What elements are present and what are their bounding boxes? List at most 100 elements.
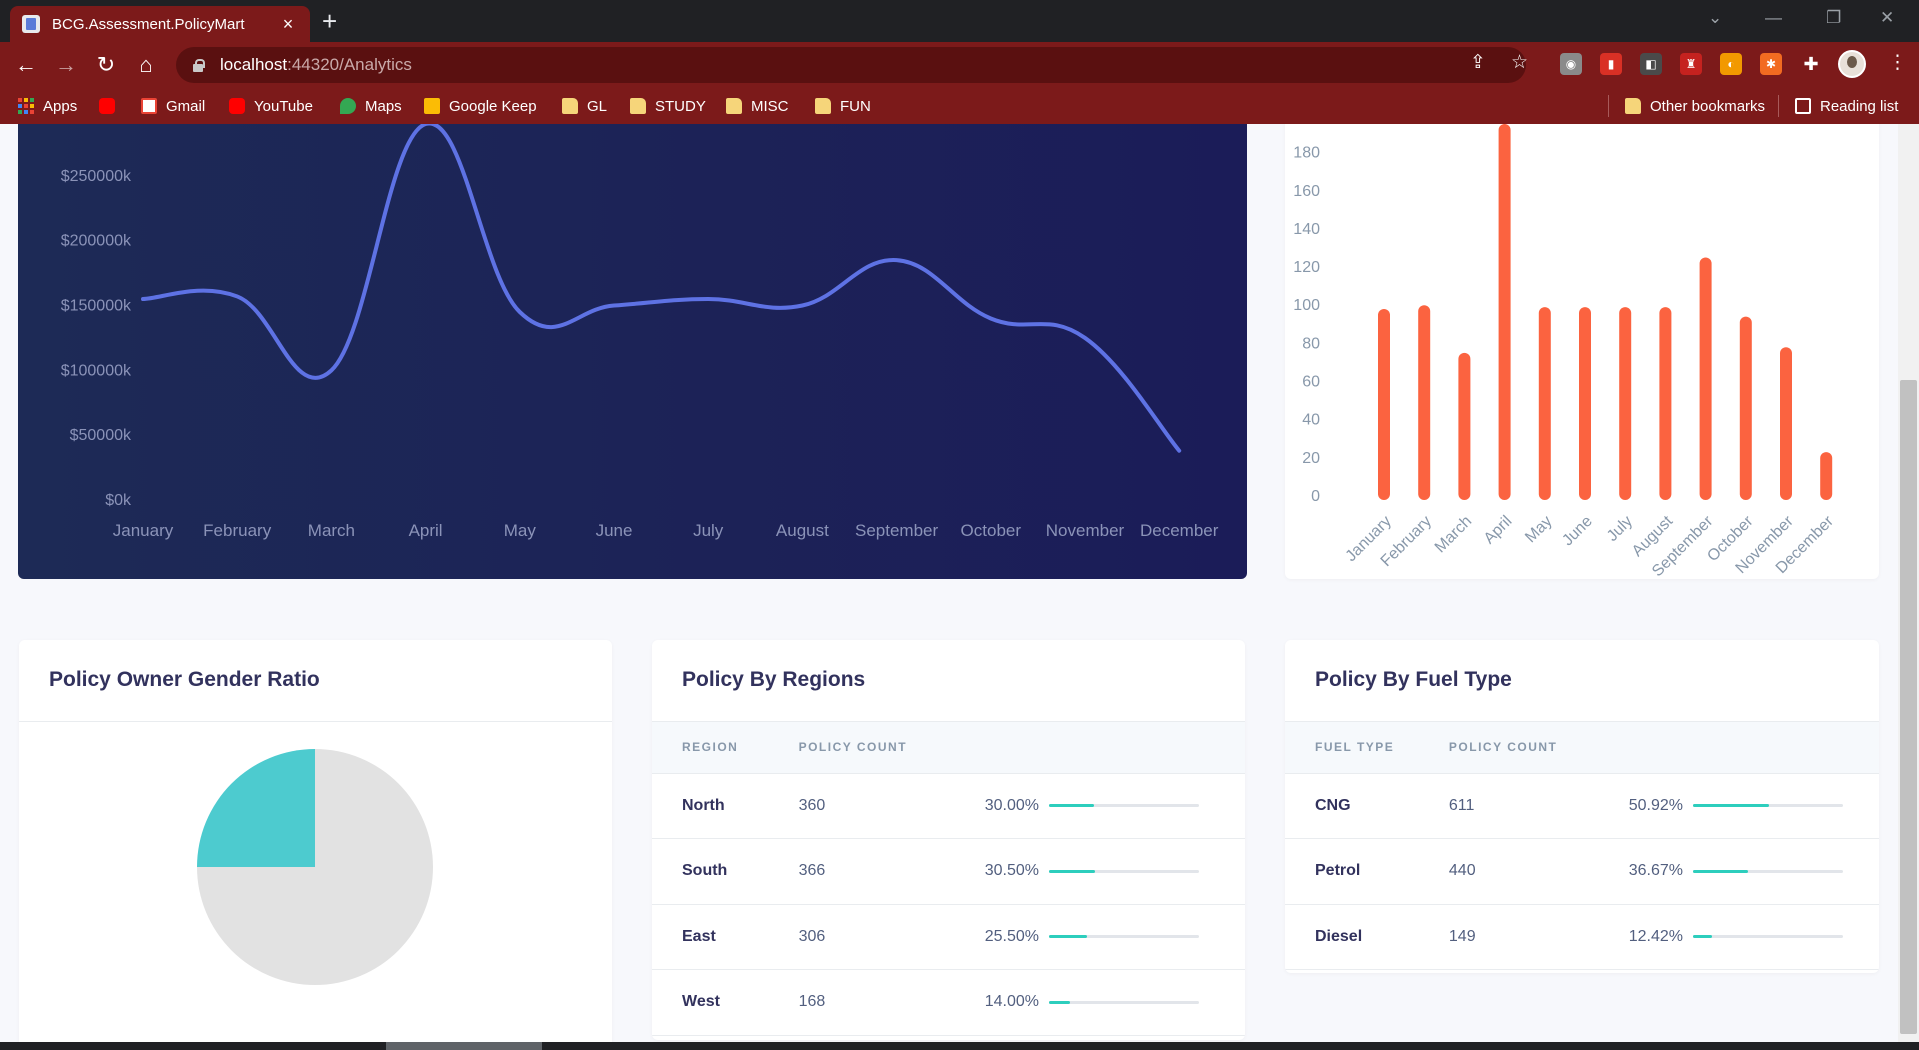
bar[interactable]	[1458, 352, 1471, 500]
table-row: Diesel 149 12.42%	[1285, 904, 1879, 970]
home-icon[interactable]: ⌂	[139, 52, 153, 77]
reload-icon[interactable]: ↻	[96, 52, 116, 77]
percent-progress-bar	[1049, 869, 1199, 873]
column-header-region[interactable]: REGION	[652, 722, 799, 774]
apps-grid-icon	[18, 98, 34, 114]
bookmark-folder-misc[interactable]: MISC	[726, 95, 789, 117]
y-tick-label: $0k	[105, 492, 132, 509]
extension-gray-icon[interactable]: ◧	[1640, 53, 1662, 75]
page-scrollbar[interactable]	[1898, 124, 1919, 1042]
profile-avatar[interactable]	[1838, 50, 1866, 78]
back-icon[interactable]: ←	[15, 52, 37, 77]
analytics-page: $0k $50000k $100000k $150000k $200000k $25000…	[0, 124, 1898, 1042]
camera-extension-icon[interactable]: ◉	[1560, 53, 1582, 75]
browser-tab[interactable]: BCG.Assessment.PolicyMart ×	[10, 6, 310, 42]
y-tick-label: 60	[1302, 374, 1320, 391]
horizontal-scrollbar[interactable]	[0, 1042, 1919, 1050]
x-tick-label: April	[1481, 513, 1516, 548]
bookmark-apps[interactable]: Apps	[18, 95, 77, 117]
x-tick-label: June	[596, 521, 633, 540]
bookmark-label: Gmail	[166, 97, 206, 115]
region-name: South	[652, 838, 799, 905]
bar[interactable]	[1780, 347, 1792, 500]
restore-icon[interactable]: ❐	[1826, 8, 1842, 27]
policy-count: 168	[798, 969, 959, 1036]
column-header-fuel-type[interactable]: FUEL TYPE	[1285, 722, 1449, 774]
extension-castle-icon[interactable]: ♜	[1680, 53, 1702, 75]
fuel-type-name: Petrol	[1285, 838, 1449, 905]
x-tick-label: January	[113, 521, 174, 540]
forward-icon[interactable]: →	[55, 52, 77, 77]
bar[interactable]	[1699, 257, 1712, 500]
bar[interactable]	[1820, 452, 1833, 500]
revenue-line-chart: $0k $50000k $100000k $150000k $200000k $25000…	[61, 124, 1219, 540]
x-tick-label: September	[855, 521, 938, 540]
bookmark-youtube-shortcut[interactable]	[99, 95, 124, 117]
y-tick-label: $50000k	[70, 427, 132, 444]
pie-slice[interactable]	[197, 749, 315, 867]
progress-fill	[1693, 869, 1748, 873]
percent-progress-bar	[1693, 935, 1843, 939]
menu-kebab-icon[interactable]: ⋮	[1888, 52, 1907, 73]
percent-value: 25.50%	[984, 927, 1039, 945]
browser-toolbar: ← → ↻ ⌂ localhost:44320/Analytics ⇪ ☆ ◉ …	[0, 42, 1919, 88]
scrollbar-thumb[interactable]	[1900, 380, 1917, 1034]
folder-icon	[815, 98, 831, 114]
bar[interactable]	[1739, 316, 1752, 500]
bookmark-folder-fun[interactable]: FUN	[815, 95, 871, 117]
percent-value: 14.00%	[984, 993, 1039, 1011]
other-bookmarks-label: Other bookmarks	[1650, 97, 1766, 115]
x-tick-label: May	[504, 521, 537, 540]
bookmark-google-keep[interactable]: Google Keep	[424, 95, 537, 117]
bookmark-youtube[interactable]: YouTube	[229, 95, 313, 117]
bar[interactable]	[1659, 307, 1672, 500]
column-header-policy-count[interactable]: POLICY COUNT	[1448, 722, 1603, 774]
series-line[interactable]	[141, 124, 1182, 453]
x-tick-label: April	[409, 521, 443, 540]
new-tab-icon[interactable]: +	[322, 6, 338, 36]
y-tick-label: $100000k	[61, 362, 132, 379]
window-close-icon[interactable]: ✕	[1880, 8, 1895, 27]
minimize-icon[interactable]: —	[1765, 8, 1782, 27]
percent-progress-bar	[1693, 804, 1843, 808]
bookmark-maps[interactable]: Maps	[340, 95, 402, 117]
progress-fill	[1693, 804, 1770, 808]
y-tick-label: 180	[1293, 145, 1320, 162]
reading-list-icon	[1795, 98, 1811, 114]
bookmark-label: GL	[587, 97, 608, 115]
bar[interactable]	[1619, 307, 1632, 500]
bar[interactable]	[1378, 309, 1390, 500]
bookmark-folder-study[interactable]: STUDY	[630, 95, 706, 117]
column-header-policy-count[interactable]: POLICY COUNT	[798, 722, 959, 774]
percent-value: 36.67%	[1628, 862, 1683, 880]
reading-list[interactable]: Reading list	[1778, 95, 1898, 117]
lock-icon[interactable]	[192, 59, 205, 72]
region-name: North	[652, 773, 799, 839]
extension-red-icon[interactable]: ▮	[1600, 53, 1622, 75]
horizontal-scrollbar-thumb[interactable]	[386, 1042, 542, 1050]
reading-list-label: Reading list	[1820, 97, 1899, 115]
youtube-icon	[99, 98, 115, 114]
extension-off-icon[interactable]: ◐	[1720, 53, 1742, 75]
bar[interactable]	[1579, 307, 1591, 500]
folder-icon	[726, 98, 742, 114]
bookmark-gmail[interactable]: Gmail	[141, 95, 205, 117]
fuel-type-table: FUEL TYPE POLICY COUNT CNG 611 50.92% Pe…	[1285, 722, 1879, 970]
bookmark-folder-gl[interactable]: GL	[562, 95, 607, 117]
bar[interactable]	[1418, 305, 1431, 500]
close-tab-icon[interactable]: ×	[282, 13, 294, 34]
percent-value: 12.42%	[1628, 927, 1683, 945]
share-icon[interactable]: ⇪	[1470, 52, 1486, 73]
bar[interactable]	[1538, 307, 1551, 500]
monthly-bar-chart: 020406080100120140160180JanuaryFebruaryM…	[1293, 124, 1837, 579]
table-row: Petrol 440 36.67%	[1285, 838, 1879, 905]
address-bar[interactable]: localhost:44320/Analytics	[176, 47, 1526, 83]
bookmark-star-icon[interactable]: ☆	[1511, 52, 1529, 73]
progress-fill	[1693, 935, 1712, 939]
bookmark-other[interactable]: Other bookmarks	[1608, 95, 1765, 117]
extensions-puzzle-icon[interactable]: ✚	[1803, 54, 1819, 74]
tab-title: BCG.Assessment.PolicyMart	[52, 15, 245, 33]
extension-orange-icon[interactable]: ✱	[1760, 53, 1782, 75]
tab-search-icon[interactable]: ⌄	[1708, 8, 1723, 27]
bar[interactable]	[1498, 124, 1511, 500]
